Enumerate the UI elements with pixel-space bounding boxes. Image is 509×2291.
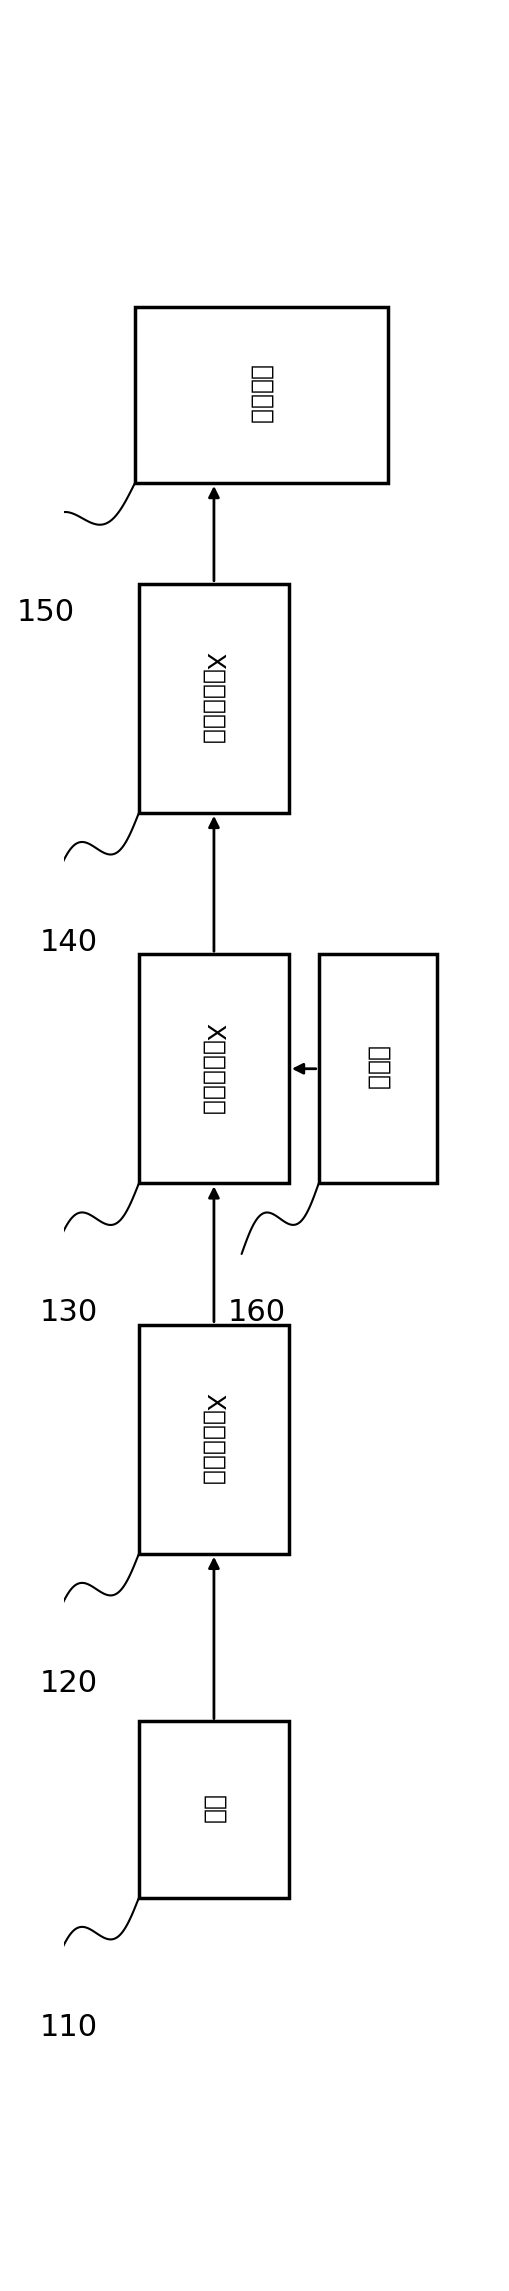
FancyBboxPatch shape bbox=[318, 953, 436, 1184]
FancyBboxPatch shape bbox=[138, 1324, 289, 1553]
Text: 130: 130 bbox=[40, 1299, 98, 1326]
Text: X射线滤波器: X射线滤波器 bbox=[202, 1022, 225, 1116]
Text: 电源: 电源 bbox=[202, 1794, 225, 1824]
Text: 驱动器: 驱动器 bbox=[365, 1047, 389, 1091]
FancyBboxPatch shape bbox=[138, 584, 289, 813]
FancyBboxPatch shape bbox=[134, 307, 387, 483]
Text: 120: 120 bbox=[40, 1668, 98, 1698]
Text: 140: 140 bbox=[40, 928, 98, 958]
FancyBboxPatch shape bbox=[138, 953, 289, 1184]
Text: 160: 160 bbox=[228, 1299, 286, 1326]
FancyBboxPatch shape bbox=[138, 1721, 289, 1897]
Text: X射线发生器: X射线发生器 bbox=[202, 1393, 225, 1485]
Text: 主机设备: 主机设备 bbox=[249, 364, 273, 424]
Text: 110: 110 bbox=[40, 2011, 98, 2041]
Text: 150: 150 bbox=[16, 598, 74, 628]
Text: X射线检测器: X射线检测器 bbox=[202, 653, 225, 745]
